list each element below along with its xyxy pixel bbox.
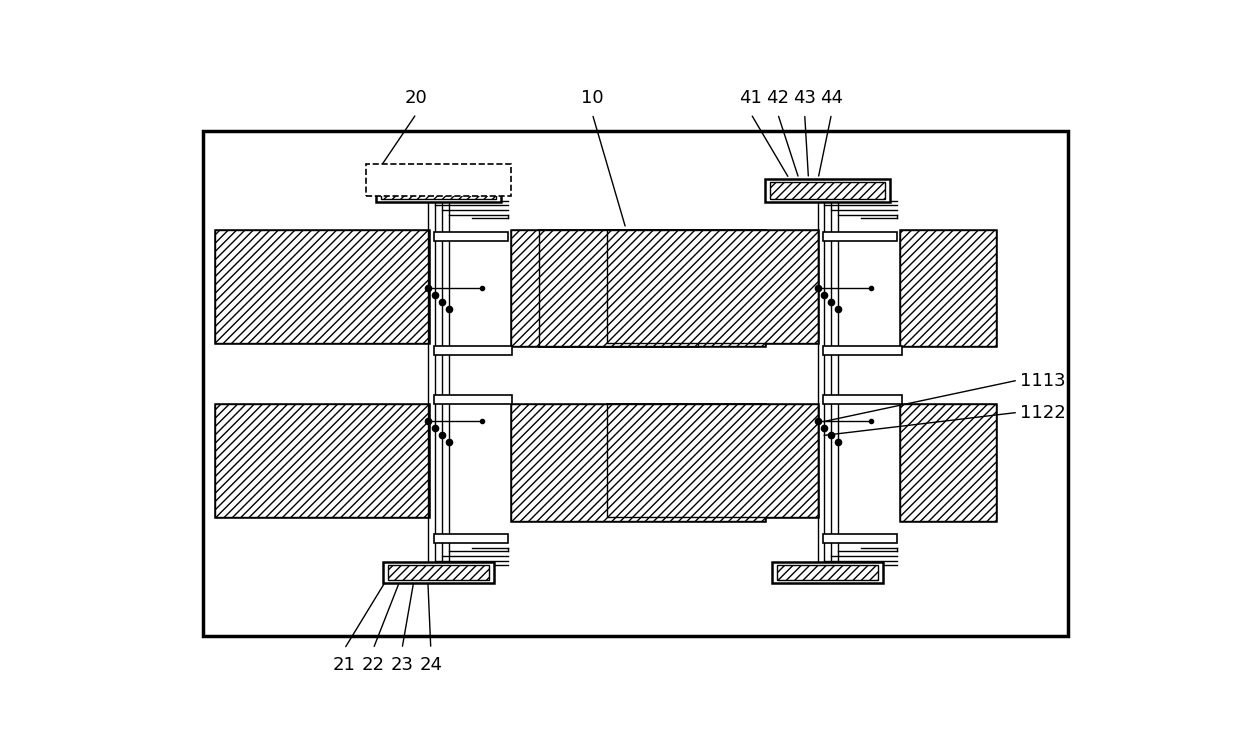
Bar bbox=[900, 404, 996, 521]
Text: 20: 20 bbox=[405, 89, 428, 107]
Bar bbox=[823, 395, 901, 404]
Bar bbox=[511, 404, 765, 521]
Text: 41: 41 bbox=[739, 89, 763, 107]
Text: 42: 42 bbox=[766, 89, 789, 107]
Bar bbox=[539, 230, 698, 346]
Bar bbox=[376, 179, 501, 202]
Bar bbox=[434, 346, 512, 354]
Text: 1113: 1113 bbox=[1019, 372, 1065, 390]
Bar bbox=[215, 404, 429, 517]
Bar bbox=[770, 182, 885, 199]
Text: 10: 10 bbox=[582, 89, 604, 107]
Text: 24: 24 bbox=[419, 656, 443, 674]
Bar bbox=[823, 232, 897, 241]
Text: 1122: 1122 bbox=[1019, 403, 1065, 421]
Bar bbox=[511, 230, 765, 346]
Bar bbox=[765, 179, 890, 202]
Bar bbox=[900, 230, 996, 346]
Bar bbox=[511, 230, 765, 346]
Bar bbox=[900, 230, 996, 346]
Bar bbox=[203, 131, 1068, 636]
Bar bbox=[606, 404, 818, 517]
Bar bbox=[777, 566, 878, 580]
Text: 21: 21 bbox=[332, 656, 356, 674]
Bar bbox=[367, 164, 511, 196]
Bar bbox=[773, 562, 883, 583]
Bar bbox=[823, 534, 897, 544]
Bar bbox=[900, 404, 996, 521]
Bar bbox=[215, 404, 429, 517]
Text: 23: 23 bbox=[391, 656, 413, 674]
Bar bbox=[434, 395, 512, 404]
Bar bbox=[434, 534, 507, 544]
Bar bbox=[215, 230, 429, 343]
Bar bbox=[434, 232, 507, 241]
Text: 43: 43 bbox=[794, 89, 816, 107]
Bar bbox=[823, 346, 901, 354]
Text: 44: 44 bbox=[820, 89, 843, 107]
Bar bbox=[383, 562, 494, 583]
Bar bbox=[539, 230, 698, 346]
Bar bbox=[606, 230, 818, 343]
Bar bbox=[606, 230, 818, 343]
Bar bbox=[606, 404, 818, 517]
Text: 22: 22 bbox=[362, 656, 384, 674]
Bar bbox=[215, 230, 429, 343]
Bar bbox=[511, 404, 765, 521]
Bar bbox=[381, 182, 496, 199]
Bar bbox=[388, 566, 489, 580]
